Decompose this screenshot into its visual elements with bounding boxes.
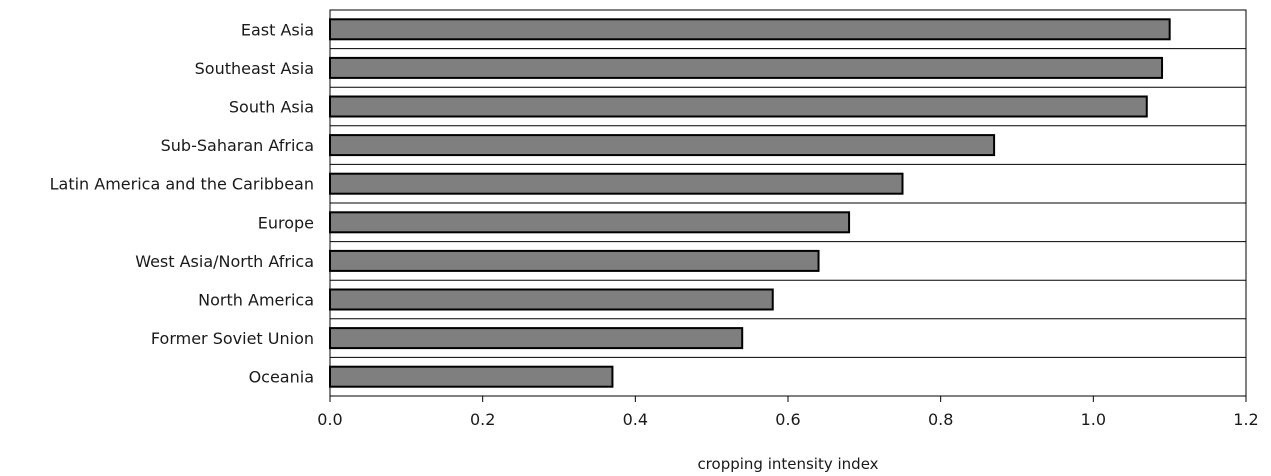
category-label: West Asia/North Africa [135, 252, 314, 271]
x-tick-label: 0.2 [470, 410, 495, 429]
category-label: East Asia [241, 20, 314, 39]
bar-west-asia-north-africa [329, 249, 820, 272]
x-tick-label: 1.0 [1081, 410, 1106, 429]
x-axis-label: cropping intensity index [697, 455, 878, 473]
bar-south-asia [329, 95, 1148, 118]
bar-east-asia [329, 18, 1171, 41]
category-label: Latin America and the Caribbean [50, 175, 314, 194]
x-tick-label: 1.2 [1233, 410, 1258, 429]
x-axis: 0.0 0.2 0.4 0.6 0.8 1.0 1.2 [317, 395, 1259, 429]
bar-europe [329, 211, 851, 234]
bar-southeast-asia [329, 56, 1164, 79]
category-label: North America [198, 291, 314, 310]
bar-north-america [329, 288, 774, 311]
category-labels: East Asia Southeast Asia South Asia Sub-Sah… [50, 20, 314, 386]
category-label: Oceania [249, 368, 314, 387]
x-tick-label: 0.6 [775, 410, 800, 429]
x-tick-label: 0.4 [623, 410, 648, 429]
category-label: Sub-Saharan Africa [161, 136, 314, 155]
category-label: Europe [258, 213, 314, 232]
category-label: Former Soviet Union [151, 329, 314, 348]
bar-latin-america-and-the-caribbean [329, 172, 904, 195]
bar-oceania [329, 365, 614, 388]
category-label: South Asia [229, 98, 314, 117]
bars-group [329, 18, 1171, 388]
bar-former-soviet-union [329, 327, 744, 350]
bar-sub-saharan-africa [329, 134, 996, 157]
x-tick-label: 0.8 [928, 410, 953, 429]
x-tick-label: 0.0 [317, 410, 342, 429]
category-label: Southeast Asia [195, 59, 314, 78]
